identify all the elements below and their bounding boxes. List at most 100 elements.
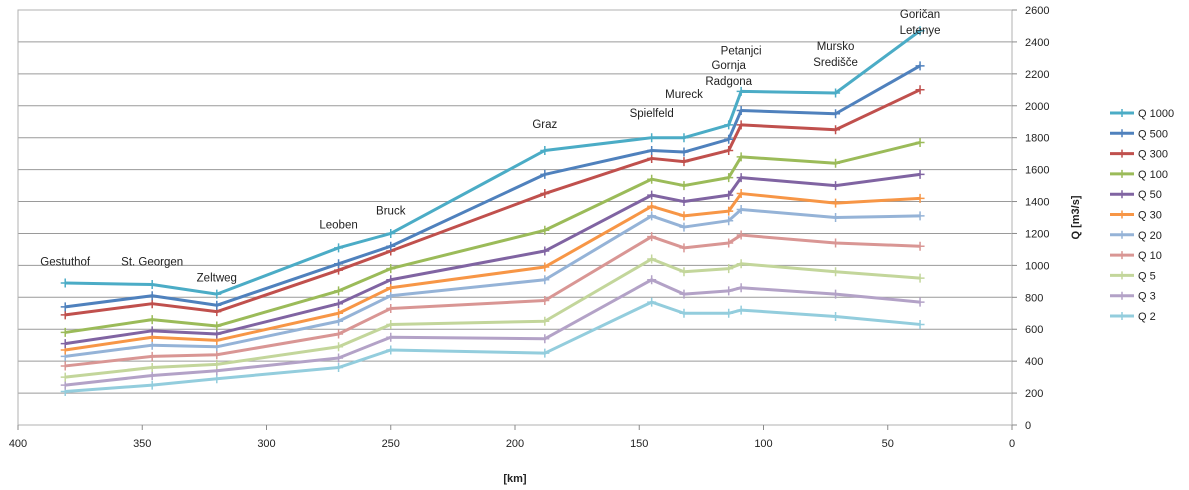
data-point-marker xyxy=(334,329,344,339)
x-tick-label: 250 xyxy=(382,438,400,450)
data-point-marker xyxy=(724,206,734,216)
data-point-marker xyxy=(334,286,344,296)
data-point-marker xyxy=(386,291,396,301)
data-point-marker xyxy=(212,350,222,360)
legend-item: Q 5 xyxy=(1110,270,1156,282)
station-label: Gornja Radgona xyxy=(705,60,752,88)
data-point-marker xyxy=(915,211,925,221)
data-point-marker xyxy=(647,275,657,285)
legend-item: Q 2 xyxy=(1110,311,1156,323)
data-point-marker xyxy=(540,189,550,199)
data-point-marker xyxy=(60,327,70,337)
data-point-marker xyxy=(647,211,657,221)
data-point-marker xyxy=(679,197,689,207)
data-point-marker xyxy=(212,374,222,384)
legend-item: Q 10 xyxy=(1110,250,1162,262)
data-point-marker xyxy=(540,275,550,285)
data-point-marker xyxy=(334,353,344,363)
data-point-marker xyxy=(679,308,689,318)
data-point-marker xyxy=(540,334,550,344)
series-q1000 xyxy=(60,26,925,299)
data-point-marker xyxy=(212,289,222,299)
data-point-marker xyxy=(831,125,841,135)
station-label: Graz xyxy=(532,119,557,131)
data-point-marker xyxy=(147,351,157,361)
y-tick-label: 1200 xyxy=(1025,228,1049,240)
data-point-marker xyxy=(724,238,734,248)
data-point-marker xyxy=(831,88,841,98)
data-point-marker xyxy=(679,211,689,221)
station-label: St. Georgen xyxy=(121,256,183,268)
station-labels: Gestuthof St. Georgen Zeltweg Leoben Bruck Gr… xyxy=(40,9,940,284)
x-axis-title: [km] xyxy=(503,473,527,485)
legend-marker xyxy=(1118,251,1126,260)
legend-label: Q 10 xyxy=(1138,250,1162,262)
legend-item: Q 3 xyxy=(1110,291,1156,303)
data-point-marker xyxy=(679,243,689,253)
data-point-marker xyxy=(724,134,734,144)
x-tick-label: 350 xyxy=(133,438,151,450)
series-q5 xyxy=(60,254,925,382)
data-point-marker xyxy=(724,216,734,226)
legend-label: Q 3 xyxy=(1138,291,1156,303)
legend-item: Q 30 xyxy=(1110,210,1162,222)
data-point-marker xyxy=(647,133,657,143)
data-point-marker xyxy=(647,232,657,242)
y-tick-label: 2400 xyxy=(1025,37,1049,49)
data-point-marker xyxy=(540,225,550,235)
data-point-marker xyxy=(915,241,925,251)
legend: Q 1000 Q 500 Q 300 Q 100 Q 50 Q 30 Q 20 Q 10 Q 5… xyxy=(1110,108,1174,323)
data-point-marker xyxy=(915,319,925,329)
station-label: Goričan Letenye xyxy=(900,9,941,37)
station-label: Mursko Središče xyxy=(813,41,858,69)
legend-item: Q 20 xyxy=(1110,230,1162,242)
x-tick-label: 200 xyxy=(506,438,524,450)
y-tick-label: 2000 xyxy=(1025,101,1049,113)
data-point-marker xyxy=(831,267,841,277)
series-q20 xyxy=(60,205,925,361)
series-line-q30 xyxy=(64,192,921,352)
station-label: Bruck xyxy=(376,205,406,217)
legend-marker xyxy=(1118,190,1126,199)
legend-item: Q 100 xyxy=(1110,169,1168,181)
series-line-q2 xyxy=(65,300,921,393)
station-label: Mureck xyxy=(665,89,703,101)
data-point-marker xyxy=(386,275,396,285)
data-point-marker xyxy=(334,363,344,373)
series-line-q1000 xyxy=(65,29,921,296)
legend-label: Q 20 xyxy=(1138,230,1162,242)
y-tick-label: 1000 xyxy=(1025,260,1049,272)
data-point-marker xyxy=(334,299,344,309)
data-point-marker xyxy=(647,174,657,184)
data-point-marker xyxy=(147,315,157,325)
data-point-marker xyxy=(540,316,550,326)
data-point-marker xyxy=(212,321,222,331)
series-q2 xyxy=(60,297,925,396)
data-point-marker xyxy=(60,278,70,288)
legend-label: Q 100 xyxy=(1138,169,1168,181)
series-group xyxy=(60,26,925,396)
data-point-marker xyxy=(831,213,841,222)
x-tick-label: 0 xyxy=(1009,438,1015,450)
y-tick-label: 0 xyxy=(1025,420,1031,432)
station-label: Leoben xyxy=(319,220,357,232)
data-point-marker xyxy=(147,340,157,350)
series-line-q300 xyxy=(65,88,921,317)
data-point-marker xyxy=(540,246,550,256)
data-point-marker xyxy=(736,120,746,130)
series-line-q3 xyxy=(65,278,921,387)
data-point-marker xyxy=(212,300,222,310)
data-point-marker xyxy=(386,264,396,274)
data-point-marker xyxy=(334,243,344,253)
data-point-marker xyxy=(147,299,157,309)
data-point-marker xyxy=(679,222,689,232)
legend-label: Q 300 xyxy=(1138,149,1168,161)
data-point-marker xyxy=(60,339,70,349)
series-line-q5 xyxy=(65,257,921,379)
series-q30 xyxy=(60,189,925,355)
series-q10 xyxy=(60,230,925,371)
data-point-marker xyxy=(334,342,344,352)
data-point-marker xyxy=(831,311,841,321)
data-point-marker xyxy=(647,297,657,307)
